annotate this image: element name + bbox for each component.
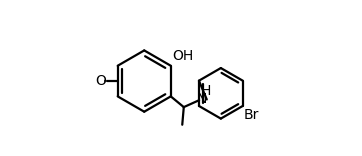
Text: N: N	[197, 92, 207, 106]
Text: Br: Br	[244, 108, 259, 122]
Text: H: H	[201, 84, 211, 98]
Text: O: O	[96, 74, 106, 88]
Text: OH: OH	[172, 49, 194, 63]
